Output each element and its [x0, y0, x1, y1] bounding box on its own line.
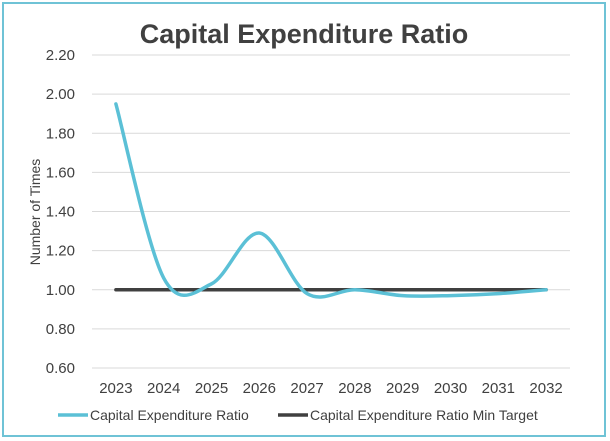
x-tick-label: 2031 [482, 380, 515, 397]
series-lines [114, 102, 548, 299]
legend-label-1: Capital Expenditure Ratio Min Target [310, 407, 538, 423]
y-tick-label: 2.00 [46, 86, 75, 103]
series-line-0 [114, 102, 548, 299]
chart-frame [2, 2, 606, 437]
x-tick-label: 2030 [434, 380, 467, 397]
y-tick-label: 1.40 [46, 204, 75, 221]
y-tick-label: 0.60 [46, 360, 75, 377]
y-tick-label: 2.20 [46, 47, 75, 64]
x-tick-label: 2029 [386, 380, 419, 397]
y-tick-label: 1.60 [46, 164, 75, 181]
x-tick-label: 2025 [195, 380, 228, 397]
y-tick-label: 1.20 [46, 243, 75, 260]
x-tick-labels: 2023 2024 2025 2026 2027 2028 2029 2030 2031 2032 [99, 380, 563, 397]
legend: Capital Expenditure Ratio Capital Expendi… [58, 407, 538, 423]
y-tick-label: 1.00 [46, 282, 75, 299]
y-tick-label: 0.80 [46, 321, 75, 338]
y-tick-labels: 0.60 0.80 1.00 1.20 1.40 1.60 1.80 2.00 2.20 [46, 47, 75, 377]
chart-title: Capital Expenditure Ratio [140, 19, 469, 49]
x-tick-label: 2032 [529, 380, 562, 397]
grid-lines [92, 54, 570, 369]
y-axis-label: Number of Times [27, 159, 43, 266]
x-tick-label: 2023 [99, 380, 132, 397]
x-tick-label: 2026 [243, 380, 276, 397]
legend-label-0: Capital Expenditure Ratio [90, 407, 249, 423]
x-tick-label: 2027 [290, 380, 323, 397]
x-tick-label: 2028 [338, 380, 371, 397]
y-tick-label: 1.80 [46, 125, 75, 142]
x-tick-label: 2024 [147, 380, 180, 397]
